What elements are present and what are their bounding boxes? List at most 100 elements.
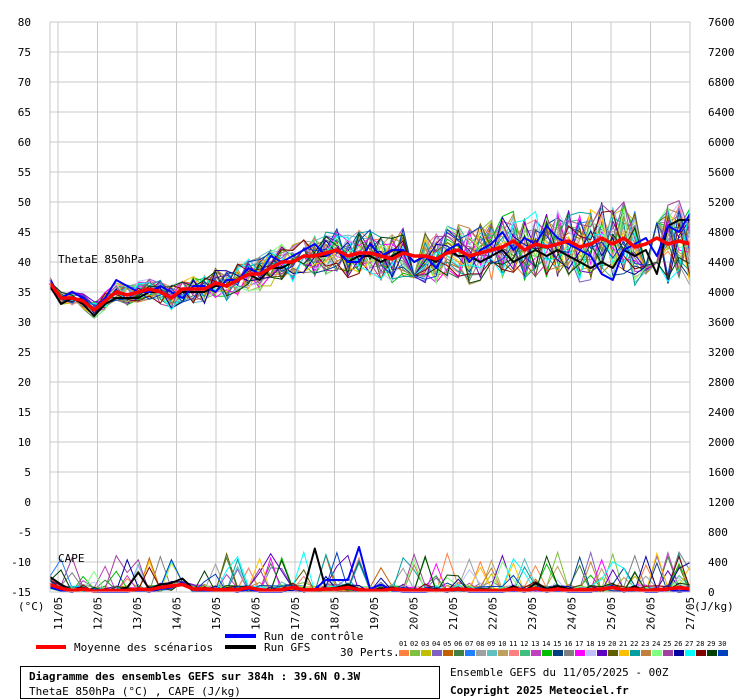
member-legend-number: 04 (432, 640, 440, 648)
member-legend-swatch (542, 650, 552, 656)
member-legend-swatch (476, 650, 486, 656)
right-tick-label: 3600 (708, 316, 735, 329)
x-tick-label: 12/05 (92, 597, 105, 630)
member-legend-swatch (531, 650, 541, 656)
member-legend-number: 30 (718, 640, 726, 648)
x-tick-label: 26/05 (645, 597, 658, 630)
control-run-thetae-line (49, 213, 691, 311)
left-tick-label: -10 (11, 556, 31, 569)
right-tick-label: 6400 (708, 106, 735, 119)
member-legend-number: 27 (685, 640, 693, 648)
x-tick-label: 11/05 (52, 597, 65, 630)
left-tick-label: 75 (18, 46, 31, 59)
member-legend-swatch (465, 650, 475, 656)
member-legend-number: 07 (465, 640, 473, 648)
left-tick-label: 5 (24, 466, 31, 479)
right-axis-unit: (J/kg) (694, 600, 734, 613)
member-legend-number: 11 (509, 640, 517, 648)
right-tick-label: 1200 (708, 496, 735, 509)
left-tick-label: 10 (18, 436, 31, 449)
member-thetae-line (49, 219, 691, 318)
left-tick-label: 80 (18, 16, 31, 29)
x-tick-label: 15/05 (210, 597, 223, 630)
member-legend-swatch (509, 650, 519, 656)
member-legend-number: 23 (641, 640, 649, 648)
member-legend-swatch (597, 650, 607, 656)
member-legend-swatch (399, 650, 409, 656)
right-tick-label: 7600 (708, 16, 735, 29)
left-tick-label: 15 (18, 406, 31, 419)
member-legend-number: 05 (443, 640, 451, 648)
member-legend-swatch (685, 650, 695, 656)
member-legend-number: 15 (553, 640, 561, 648)
left-tick-label: 20 (18, 376, 31, 389)
right-tick-label: 1600 (708, 466, 735, 479)
member-legend-number: 09 (487, 640, 495, 648)
member-legend-number: 16 (564, 640, 572, 648)
member-legend-number: 10 (498, 640, 506, 648)
member-legend-number: 26 (674, 640, 682, 648)
member-legend-swatch (652, 650, 662, 656)
x-tick-label: 21/05 (447, 597, 460, 630)
member-legend-swatch (707, 650, 717, 656)
member-legend-number: 12 (520, 640, 528, 648)
x-tick-label: 24/05 (566, 597, 579, 630)
left-axis-unit: (°C) (18, 600, 45, 613)
left-tick-label: 55 (18, 166, 31, 179)
member-legend-number: 25 (663, 640, 671, 648)
right-tick-label: 5200 (708, 196, 735, 209)
right-tick-label: 4400 (708, 256, 735, 269)
x-tick-label: 25/05 (605, 597, 618, 630)
legend-gfs-label: Run GFS (264, 641, 310, 654)
mean-cape-line (49, 582, 691, 594)
member-thetae-line (49, 210, 691, 307)
left-tick-label: 70 (18, 76, 31, 89)
member-legend-swatch (487, 650, 497, 656)
right-tick-label: 2000 (708, 436, 735, 449)
footer-title: Diagramme des ensembles GEFS sur 384h : … (29, 670, 361, 683)
left-tick-label: 0 (24, 496, 31, 509)
x-tick-label: 20/05 (408, 597, 421, 630)
member-legend-swatch (410, 650, 420, 656)
thetae-panel-label: ThetaE 850hPa (58, 253, 144, 266)
footer-copyright: Copyright 2025 Meteociel.fr (450, 684, 629, 697)
left-tick-label: 25 (18, 346, 31, 359)
left-tick-label: 60 (18, 136, 31, 149)
member-thetae-line (49, 210, 691, 311)
left-tick-label: -15 (11, 586, 31, 599)
left-tick-label: 65 (18, 106, 31, 119)
member-legend-swatch (641, 650, 651, 656)
right-tick-label: 2400 (708, 406, 735, 419)
member-legend-number: 20 (608, 640, 616, 648)
member-legend-number: 03 (421, 640, 429, 648)
footer-title-box: Diagramme des ensembles GEFS sur 384h : … (20, 666, 440, 699)
right-tick-label: 0 (708, 586, 715, 599)
cape-panel-label: CAPE (58, 552, 85, 565)
member-thetae-line (49, 205, 691, 307)
mean-thetae-line (48, 236, 691, 312)
member-legend-swatch (586, 650, 596, 656)
member-legend-swatch (520, 650, 530, 656)
x-tick-label: 19/05 (368, 597, 381, 630)
member-legend-number: 02 (410, 640, 418, 648)
x-tick-label: 14/05 (171, 597, 184, 630)
member-legend-number: 06 (454, 640, 462, 648)
right-tick-label: 800 (708, 526, 728, 539)
member-legend-number: 08 (476, 640, 484, 648)
right-tick-label: 5600 (708, 166, 735, 179)
right-tick-label: 7200 (708, 46, 735, 59)
x-tick-label: 13/05 (131, 597, 144, 630)
member-legend-swatch (454, 650, 464, 656)
right-tick-label: 6000 (708, 136, 735, 149)
member-legend-number: 22 (630, 640, 638, 648)
member-legend-number: 01 (399, 640, 407, 648)
member-legend-swatch (443, 650, 453, 656)
member-legend-swatch (630, 650, 640, 656)
member-legend-swatch (696, 650, 706, 656)
right-tick-label: 4800 (708, 226, 735, 239)
left-tick-label: 40 (18, 256, 31, 269)
plot-area (50, 22, 690, 592)
member-legend-swatch (553, 650, 563, 656)
